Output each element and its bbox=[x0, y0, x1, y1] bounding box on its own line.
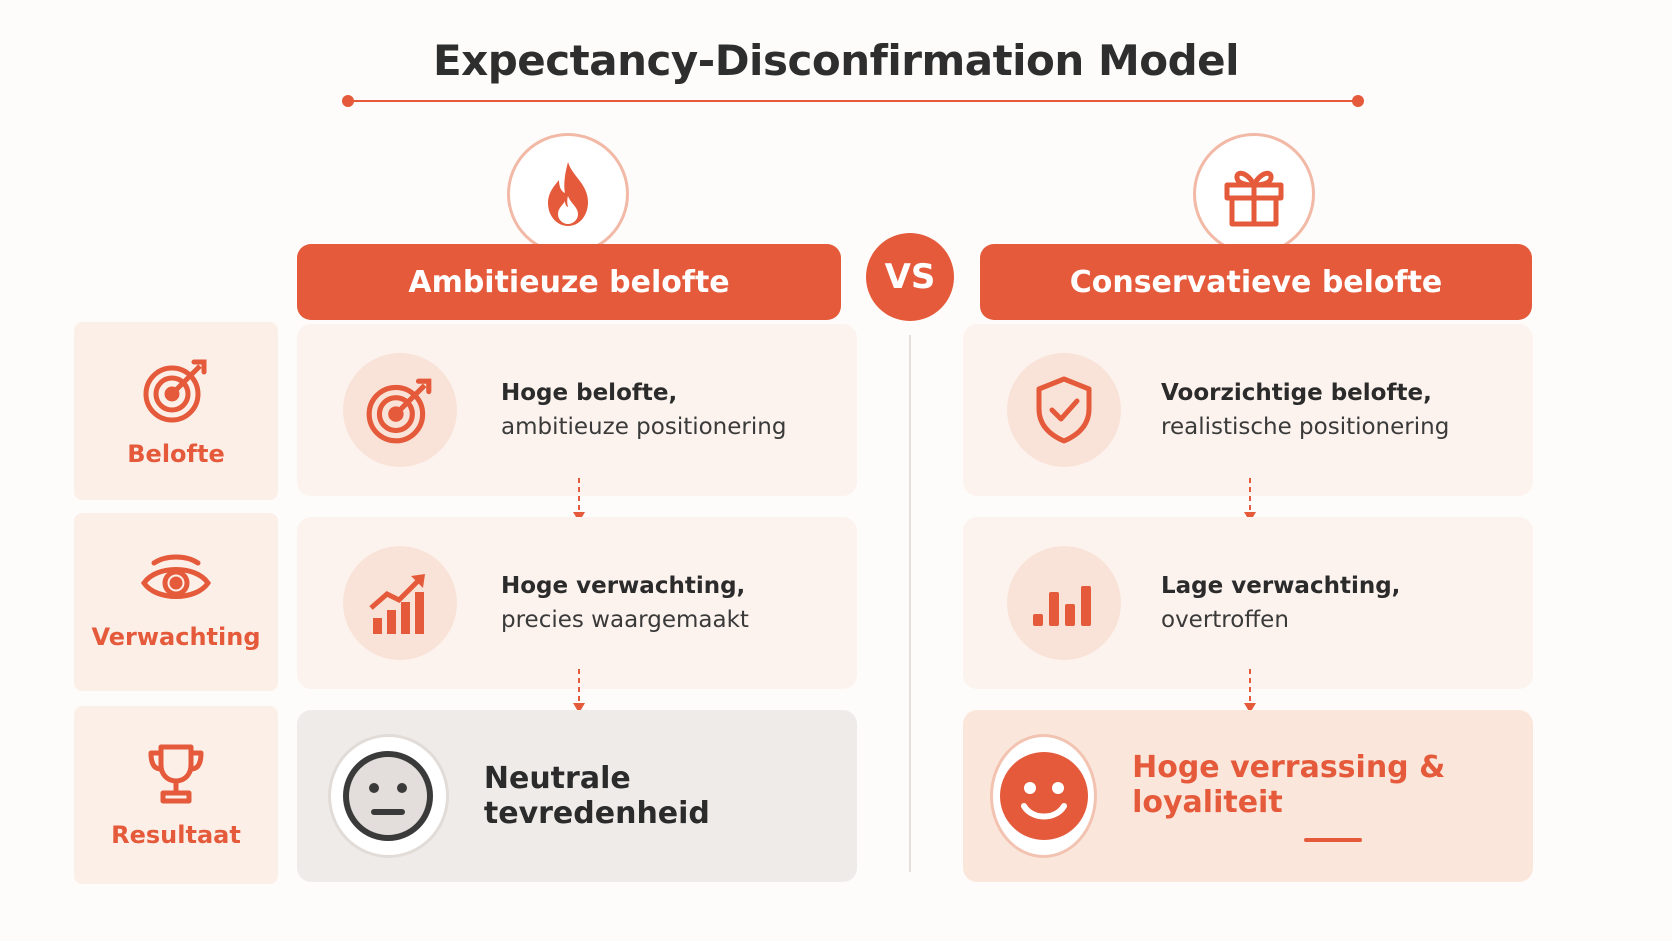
column-divider bbox=[909, 335, 911, 872]
gift-icon bbox=[1193, 133, 1315, 255]
left-expectation-title: Hoge verwachting, bbox=[501, 573, 746, 599]
left-promise-title: Hoge belofte, bbox=[501, 380, 678, 406]
target-icon bbox=[140, 354, 212, 430]
shield-check-icon bbox=[1007, 353, 1121, 467]
row-label-promise: Belofte bbox=[74, 322, 278, 500]
title-line-left-dot bbox=[342, 95, 354, 107]
neutral-face-icon bbox=[331, 737, 446, 855]
bar-chart-icon bbox=[1007, 546, 1121, 660]
row-label-expectation: Verwachting bbox=[74, 513, 278, 691]
left-promise-card: Hoge belofte, ambitieuze positionering bbox=[297, 324, 857, 496]
left-expectation-subtitle: precies waargemaakt bbox=[501, 607, 749, 633]
flame-icon bbox=[507, 133, 629, 255]
row-label-result-text: Resultaat bbox=[111, 821, 241, 849]
title-underline bbox=[348, 100, 1358, 102]
row-label-expectation-text: Verwachting bbox=[91, 623, 261, 651]
right-expectation-card: Lage verwachting, overtroffen bbox=[963, 517, 1533, 689]
target-icon bbox=[343, 353, 457, 467]
arrow-down-icon bbox=[573, 669, 585, 713]
right-promise-card: Voorzichtige belofte, realistische posit… bbox=[963, 324, 1533, 496]
smiley-face-icon bbox=[993, 737, 1095, 855]
right-expectation-subtitle: overtroffen bbox=[1161, 607, 1289, 633]
vs-badge: VS bbox=[866, 233, 954, 321]
left-expectation-card: Hoge verwachting, precies waargemaakt bbox=[297, 517, 857, 689]
row-label-result: Resultaat bbox=[74, 706, 278, 884]
header-ambitious-promise: Ambitieuze belofte bbox=[297, 244, 841, 320]
right-promise-title: Voorzichtige belofte, bbox=[1161, 380, 1432, 406]
rising-chart-icon bbox=[343, 546, 457, 660]
right-promise-subtitle: realistische positionering bbox=[1161, 414, 1450, 440]
row-label-promise-text: Belofte bbox=[127, 440, 225, 468]
eye-icon bbox=[140, 553, 212, 613]
title-line-right-dot bbox=[1352, 95, 1364, 107]
right-expectation-title: Lage verwachting, bbox=[1161, 573, 1401, 599]
left-result-text: Neutrale tevredenheid bbox=[483, 761, 710, 831]
arrow-down-icon bbox=[1244, 669, 1256, 713]
left-result-card: Neutrale tevredenheid bbox=[297, 710, 857, 882]
header-conservative-promise: Conservatieve belofte bbox=[980, 244, 1532, 320]
result-underline bbox=[1303, 838, 1362, 842]
right-result-card: Hoge verrassing & loyaliteit bbox=[963, 710, 1533, 882]
trophy-icon bbox=[143, 741, 209, 811]
right-result-text: Hoge verrassing & loyaliteit bbox=[1132, 750, 1446, 820]
page-title: Expectancy-Disconfirmation Model bbox=[432, 36, 1240, 85]
left-promise-subtitle: ambitieuze positionering bbox=[501, 414, 787, 440]
